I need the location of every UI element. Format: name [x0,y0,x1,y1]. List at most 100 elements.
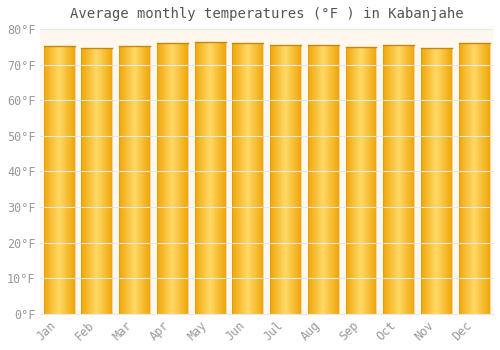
Bar [331,45,332,314]
Bar [486,43,487,314]
Bar [187,43,188,314]
Bar [448,48,449,314]
Bar [56,46,57,314]
Bar [55,46,56,314]
Bar [208,42,209,314]
Bar [328,45,329,314]
Bar [385,46,386,314]
Bar [210,42,211,314]
Bar [160,43,161,314]
Bar [473,43,474,314]
Bar [178,43,179,314]
Bar [310,45,311,314]
Bar [139,46,140,314]
Bar [364,47,365,314]
Bar [88,48,89,314]
Bar [102,48,103,314]
Bar [145,46,146,314]
Bar [444,48,445,314]
Bar [476,43,477,314]
Bar [462,43,463,314]
Bar [470,43,471,314]
Bar [209,42,210,314]
Bar [424,48,425,314]
Bar [119,46,120,314]
Bar [284,45,285,314]
Bar [125,46,126,314]
Bar [157,43,158,314]
Bar [297,45,298,314]
Bar [279,45,280,314]
Bar [439,48,440,314]
Bar [164,43,165,314]
Bar [324,45,325,314]
Bar [127,46,128,314]
Bar [242,43,243,314]
Bar [245,43,246,314]
Bar [243,43,244,314]
Bar [333,45,334,314]
Bar [59,46,60,314]
Bar [428,48,429,314]
Bar [140,46,141,314]
Bar [440,48,441,314]
Bar [48,46,49,314]
Bar [431,48,432,314]
Bar [236,43,237,314]
Bar [128,46,129,314]
Bar [483,43,484,314]
Bar [130,46,131,314]
Bar [52,46,53,314]
Bar [434,48,435,314]
Bar [427,48,428,314]
Bar [298,45,299,314]
Bar [289,45,290,314]
Bar [44,46,45,314]
Bar [395,46,396,314]
Bar [232,43,233,314]
Bar [197,42,198,314]
Bar [478,43,479,314]
Bar [370,47,371,314]
Bar [45,46,46,314]
Bar [98,48,99,314]
Bar [475,43,476,314]
Bar [261,43,262,314]
Bar [220,42,221,314]
Bar [90,48,91,314]
Bar [254,43,255,314]
Bar [214,42,215,314]
Bar [287,45,288,314]
Bar [469,43,470,314]
Bar [61,46,62,314]
Bar [365,47,366,314]
Bar [334,45,335,314]
Bar [144,46,145,314]
Bar [149,46,150,314]
Bar [65,46,66,314]
Bar [413,46,414,314]
Bar [348,47,349,314]
Bar [397,46,398,314]
Bar [399,46,400,314]
Bar [162,43,163,314]
Bar [71,46,72,314]
Bar [443,48,444,314]
Bar [363,47,364,314]
Bar [441,48,442,314]
Bar [166,43,167,314]
Bar [126,46,127,314]
Title: Average monthly temperatures (°F ) in Kabanjahe: Average monthly temperatures (°F ) in Ka… [70,7,464,21]
Bar [91,48,92,314]
Bar [248,43,249,314]
Bar [405,46,406,314]
Bar [336,45,337,314]
Bar [136,46,137,314]
Bar [329,45,330,314]
Bar [260,43,261,314]
Bar [347,47,348,314]
Bar [221,42,222,314]
Bar [309,45,310,314]
Bar [223,42,224,314]
Bar [484,43,485,314]
